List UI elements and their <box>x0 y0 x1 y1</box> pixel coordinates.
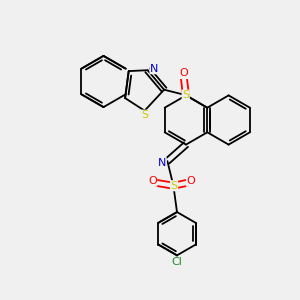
Text: S: S <box>141 110 148 120</box>
Text: O: O <box>186 176 195 186</box>
Text: S: S <box>170 181 178 191</box>
Text: N: N <box>150 64 158 74</box>
Text: N: N <box>158 158 166 168</box>
Text: O: O <box>148 176 157 186</box>
Text: S: S <box>182 90 189 100</box>
Text: Cl: Cl <box>172 257 182 267</box>
Text: O: O <box>179 68 188 79</box>
